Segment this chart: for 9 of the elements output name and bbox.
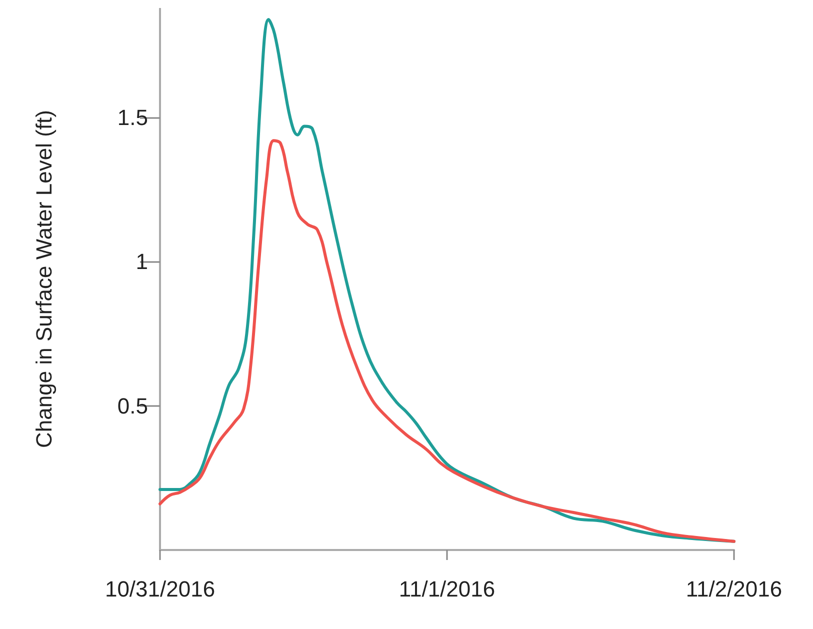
x-tick-label: 10/31/2016 — [104, 576, 216, 602]
x-tick-label: 11/2/2016 — [686, 576, 782, 602]
line-series — [158, 18, 736, 543]
y-tick-label: 1.5 — [117, 105, 148, 130]
x-tick-label: 11/1/2016 — [398, 576, 496, 602]
y-axis-title: Change in Surface Water Level (ft) — [32, 110, 56, 448]
line-series — [158, 139, 736, 543]
y-tick-label: 1 — [136, 249, 148, 274]
y-tick-label: 0.5 — [117, 393, 148, 418]
